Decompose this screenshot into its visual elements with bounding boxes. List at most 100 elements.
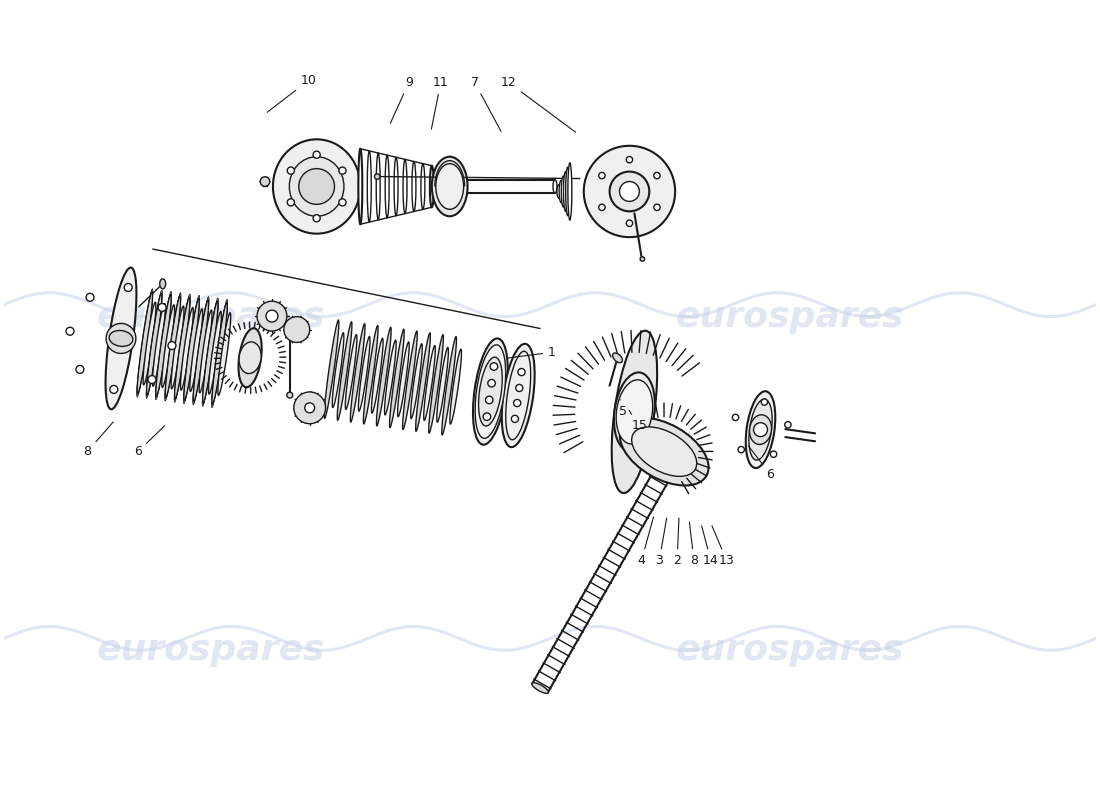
Ellipse shape <box>559 180 563 202</box>
Circle shape <box>487 379 495 387</box>
Ellipse shape <box>568 163 572 220</box>
Text: 14: 14 <box>702 526 718 567</box>
Circle shape <box>619 182 639 202</box>
Ellipse shape <box>376 153 381 220</box>
Circle shape <box>287 167 295 174</box>
Text: 6: 6 <box>134 426 165 458</box>
Ellipse shape <box>359 149 362 224</box>
Ellipse shape <box>156 294 172 397</box>
Circle shape <box>512 415 518 422</box>
Ellipse shape <box>345 334 356 410</box>
Ellipse shape <box>287 392 293 398</box>
Ellipse shape <box>350 324 365 422</box>
Ellipse shape <box>385 155 389 218</box>
Circle shape <box>761 399 768 406</box>
Ellipse shape <box>165 296 180 398</box>
Circle shape <box>287 199 295 206</box>
Circle shape <box>733 414 739 421</box>
Ellipse shape <box>287 329 293 334</box>
Circle shape <box>626 220 632 226</box>
Circle shape <box>626 157 632 163</box>
Ellipse shape <box>749 399 772 460</box>
Ellipse shape <box>749 414 771 445</box>
Ellipse shape <box>374 174 379 179</box>
Circle shape <box>485 396 493 404</box>
Ellipse shape <box>403 159 407 214</box>
Ellipse shape <box>109 330 133 346</box>
Ellipse shape <box>194 300 209 402</box>
Circle shape <box>110 386 118 394</box>
Ellipse shape <box>429 334 443 433</box>
Text: 8: 8 <box>690 522 698 567</box>
Ellipse shape <box>432 157 468 216</box>
Circle shape <box>305 174 329 198</box>
Ellipse shape <box>180 307 194 390</box>
Text: eurospares: eurospares <box>97 634 326 667</box>
Ellipse shape <box>640 257 645 262</box>
Ellipse shape <box>338 322 352 420</box>
Ellipse shape <box>584 146 675 237</box>
Ellipse shape <box>153 303 165 386</box>
Circle shape <box>86 294 94 302</box>
Ellipse shape <box>106 268 136 410</box>
Ellipse shape <box>305 403 315 413</box>
Text: 8: 8 <box>84 422 113 458</box>
Ellipse shape <box>421 164 425 210</box>
Ellipse shape <box>239 328 262 387</box>
Ellipse shape <box>561 176 565 207</box>
Circle shape <box>516 384 522 391</box>
Ellipse shape <box>212 302 228 405</box>
Circle shape <box>598 172 605 178</box>
Text: 15: 15 <box>629 410 647 432</box>
Circle shape <box>770 451 777 458</box>
Ellipse shape <box>475 345 506 438</box>
Circle shape <box>124 283 132 291</box>
Text: 11: 11 <box>431 76 449 129</box>
Ellipse shape <box>502 344 535 447</box>
Text: eurospares: eurospares <box>676 299 904 334</box>
Ellipse shape <box>143 302 156 385</box>
Ellipse shape <box>430 166 433 207</box>
Text: 3: 3 <box>656 518 667 567</box>
Text: 1: 1 <box>508 346 556 359</box>
Circle shape <box>66 327 74 335</box>
Ellipse shape <box>160 279 166 289</box>
Circle shape <box>168 342 176 350</box>
Ellipse shape <box>175 297 190 399</box>
Ellipse shape <box>162 305 175 387</box>
Circle shape <box>314 151 320 158</box>
Ellipse shape <box>450 350 462 424</box>
Ellipse shape <box>385 340 396 415</box>
Ellipse shape <box>209 311 221 394</box>
Ellipse shape <box>199 310 212 393</box>
Circle shape <box>518 369 525 376</box>
Circle shape <box>514 399 520 406</box>
Ellipse shape <box>218 313 231 395</box>
Circle shape <box>653 204 660 210</box>
Ellipse shape <box>424 346 436 420</box>
Ellipse shape <box>394 158 398 216</box>
Ellipse shape <box>565 167 570 216</box>
Circle shape <box>299 169 334 204</box>
Ellipse shape <box>553 180 557 194</box>
Text: 6: 6 <box>748 446 774 481</box>
Ellipse shape <box>631 427 696 476</box>
Ellipse shape <box>389 330 404 427</box>
Text: 2: 2 <box>673 518 681 567</box>
Ellipse shape <box>437 347 449 422</box>
Text: 7: 7 <box>471 76 501 131</box>
Ellipse shape <box>754 422 768 437</box>
Ellipse shape <box>359 337 370 411</box>
Ellipse shape <box>367 151 371 222</box>
Circle shape <box>339 167 346 174</box>
Circle shape <box>339 199 346 206</box>
Circle shape <box>598 204 605 210</box>
Circle shape <box>294 392 326 424</box>
Ellipse shape <box>478 357 503 426</box>
Ellipse shape <box>616 380 652 444</box>
Text: eurospares: eurospares <box>676 634 904 667</box>
Circle shape <box>784 422 791 428</box>
Ellipse shape <box>612 330 657 493</box>
Ellipse shape <box>202 301 218 403</box>
Ellipse shape <box>324 320 339 418</box>
